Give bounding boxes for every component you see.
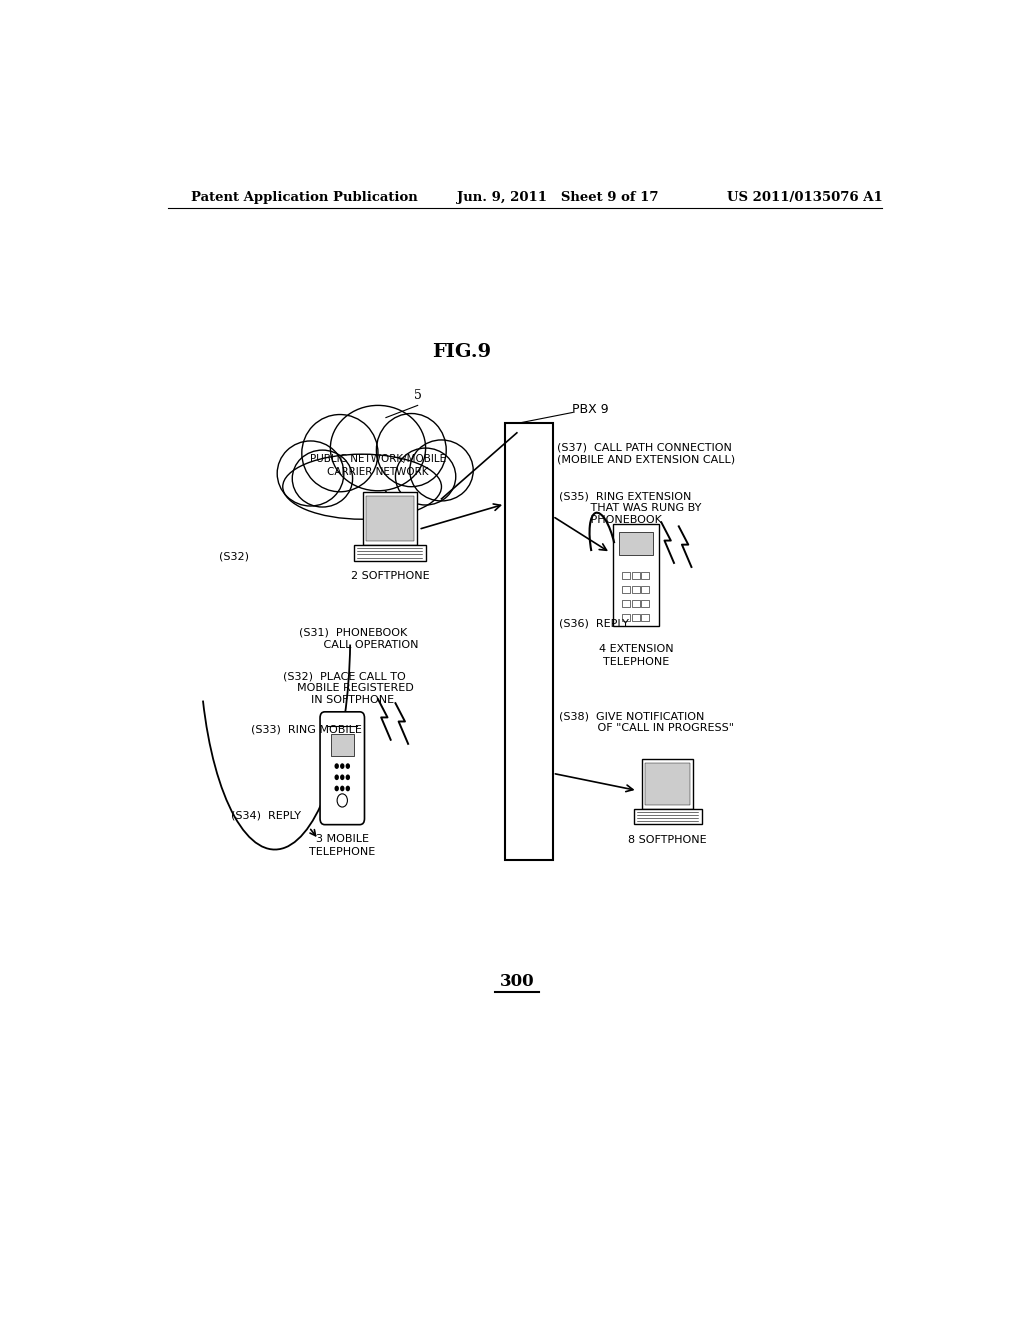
Bar [362, 492, 417, 545]
Text: PBX 9: PBX 9 [572, 403, 609, 416]
Text: (S38)  GIVE NOTIFICATION
           OF "CALL IN PROGRESS": (S38) GIVE NOTIFICATION OF "CALL IN PROG… [559, 711, 734, 733]
Circle shape [346, 785, 350, 791]
Text: (S35)  RING EXTENSION
         THAT WAS RUNG BY
         PHONEBOOK: (S35) RING EXTENSION THAT WAS RUNG BY PH… [559, 492, 701, 525]
Bar [642, 759, 693, 809]
Text: 4 EXTENSION
TELEPHONE: 4 EXTENSION TELEPHONE [599, 644, 673, 667]
Bar [641, 601, 649, 607]
Circle shape [335, 785, 339, 791]
Bar [634, 809, 701, 825]
Ellipse shape [377, 413, 446, 487]
Bar [623, 586, 631, 593]
Bar [613, 524, 658, 626]
Circle shape [340, 775, 344, 780]
Bar [641, 614, 649, 622]
Text: US 2011/0135076 A1: US 2011/0135076 A1 [727, 191, 883, 205]
Bar [632, 586, 640, 593]
Bar [641, 572, 649, 578]
Text: (S32): (S32) [219, 552, 249, 562]
Bar [632, 572, 640, 578]
Bar [367, 496, 414, 541]
Bar [641, 586, 649, 593]
Bar [354, 545, 426, 561]
Ellipse shape [302, 414, 378, 492]
Ellipse shape [395, 447, 456, 506]
Circle shape [335, 775, 339, 780]
Ellipse shape [292, 450, 352, 507]
Text: Jun. 9, 2011   Sheet 9 of 17: Jun. 9, 2011 Sheet 9 of 17 [458, 191, 658, 205]
Bar [618, 532, 653, 554]
Text: 5: 5 [414, 389, 422, 403]
Bar [632, 614, 640, 622]
Circle shape [335, 763, 339, 770]
Bar [331, 734, 353, 756]
FancyBboxPatch shape [321, 711, 365, 825]
Text: 8 SOFTPHONE: 8 SOFTPHONE [629, 836, 707, 845]
Bar [623, 572, 631, 578]
Text: (S36)  REPLY: (S36) REPLY [559, 619, 629, 628]
Bar [505, 422, 553, 859]
Bar [632, 601, 640, 607]
Text: PUBLIC NETWORK/MOBILE
CARRIER NETWORK: PUBLIC NETWORK/MOBILE CARRIER NETWORK [310, 454, 446, 477]
Circle shape [346, 775, 350, 780]
Text: 3 MOBILE
TELEPHONE: 3 MOBILE TELEPHONE [309, 834, 376, 857]
Bar [623, 601, 631, 607]
Text: FIG.9: FIG.9 [432, 342, 490, 360]
Bar [623, 614, 631, 622]
Circle shape [337, 793, 347, 807]
Ellipse shape [410, 440, 473, 500]
Circle shape [340, 763, 344, 770]
Ellipse shape [283, 454, 441, 519]
Bar [645, 763, 690, 805]
Text: 2 SOFTPHONE: 2 SOFTPHONE [350, 572, 429, 581]
Text: (S37)  CALL PATH CONNECTION
(MOBILE AND EXTENSION CALL): (S37) CALL PATH CONNECTION (MOBILE AND E… [557, 444, 734, 465]
Text: (S32)  PLACE CALL TO
    MOBILE REGISTERED
        IN SOFTPHONE: (S32) PLACE CALL TO MOBILE REGISTERED IN… [283, 672, 414, 705]
Text: Patent Application Publication: Patent Application Publication [191, 191, 418, 205]
Text: (S33)  RING MOBILE: (S33) RING MOBILE [251, 725, 361, 734]
Ellipse shape [278, 441, 344, 506]
Ellipse shape [331, 405, 426, 491]
Text: 300: 300 [500, 973, 535, 990]
Circle shape [346, 763, 350, 770]
Text: (S34)  REPLY: (S34) REPLY [231, 810, 301, 821]
Circle shape [340, 785, 344, 791]
Text: (S31)  PHONEBOOK
       CALL OPERATION: (S31) PHONEBOOK CALL OPERATION [299, 628, 418, 649]
